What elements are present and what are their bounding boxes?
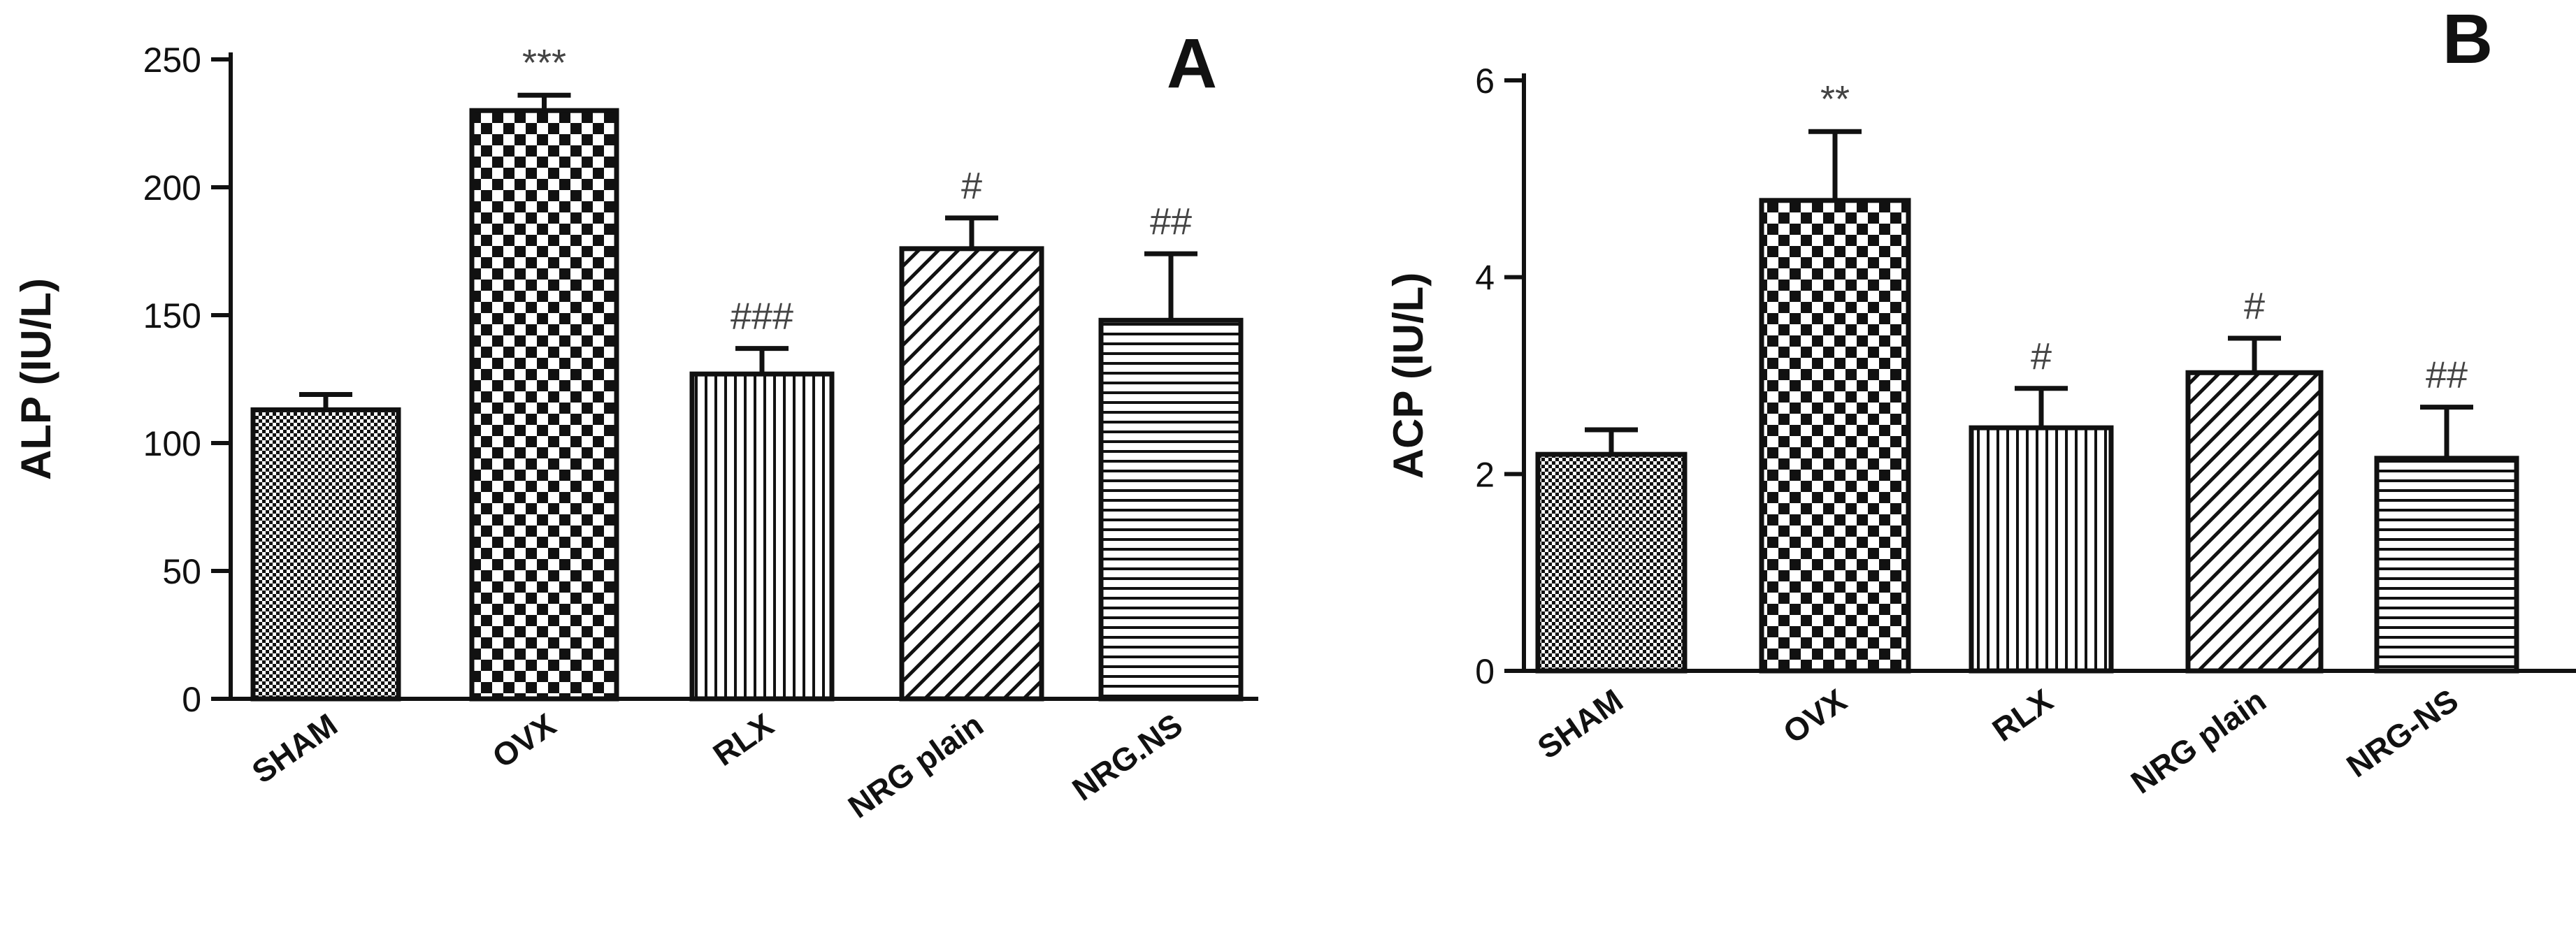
y-tick-label: 150	[143, 296, 201, 335]
bar-rlx	[689, 371, 835, 702]
y-tick-label: 100	[143, 424, 201, 463]
bar-ovx	[1759, 198, 1911, 674]
significance-label: **	[1820, 78, 1850, 120]
x-tick-label: SHAM	[245, 707, 344, 790]
significance-label: ***	[522, 42, 566, 84]
x-tick-label: RLX	[1986, 681, 2059, 748]
bar-sham	[1535, 451, 1688, 674]
bar-nrg-ns	[1098, 317, 1244, 702]
y-tick-label: 200	[143, 168, 201, 208]
bar-nrg-ns	[2374, 456, 2519, 674]
y-tick-label: 2	[1475, 455, 1495, 494]
x-tick-label: NRG-NS	[2340, 682, 2464, 785]
x-tick-label: NRG.NS	[1065, 707, 1188, 808]
significance-label: #	[961, 165, 982, 207]
chart-panel-b: 0 2 4 6 ACP (IU/L) B SHAM ** OVX # RLX # NRG plain ##…	[1385, 0, 2576, 801]
y-tick-label: 0	[1475, 652, 1495, 691]
x-tick-label: RLX	[707, 706, 780, 773]
significance-label: #	[2031, 335, 2052, 377]
bar-nrg-plain	[2185, 370, 2324, 674]
significance-label: ##	[2426, 354, 2468, 396]
x-tick-label: OVX	[486, 706, 563, 774]
y-tick-label: 0	[182, 680, 201, 719]
x-tick-label: OVX	[1776, 681, 1853, 750]
x-tick-label: NRG plain	[2124, 682, 2273, 801]
significance-label: #	[2244, 285, 2265, 327]
bar-rlx	[1969, 425, 2114, 674]
bar-nrg-plain	[899, 246, 1044, 702]
y-tick-label: 50	[162, 552, 201, 591]
y-tick-label: 250	[143, 41, 201, 80]
significance-label: ##	[1150, 201, 1192, 242]
bar-sham	[250, 407, 401, 702]
bar-ovx	[469, 108, 619, 702]
y-tick-label: 4	[1475, 259, 1495, 298]
x-tick-label: NRG plain	[842, 707, 990, 825]
panel-label: B	[2442, 0, 2493, 78]
panel-label: A	[1167, 24, 1217, 103]
y-axis-label: ALP (IU/L)	[13, 278, 59, 480]
significance-label: ###	[731, 296, 793, 338]
x-tick-label: SHAM	[1531, 682, 1629, 766]
y-axis-label: ACP (IU/L)	[1385, 273, 1432, 479]
y-tick-label: 6	[1475, 61, 1495, 101]
